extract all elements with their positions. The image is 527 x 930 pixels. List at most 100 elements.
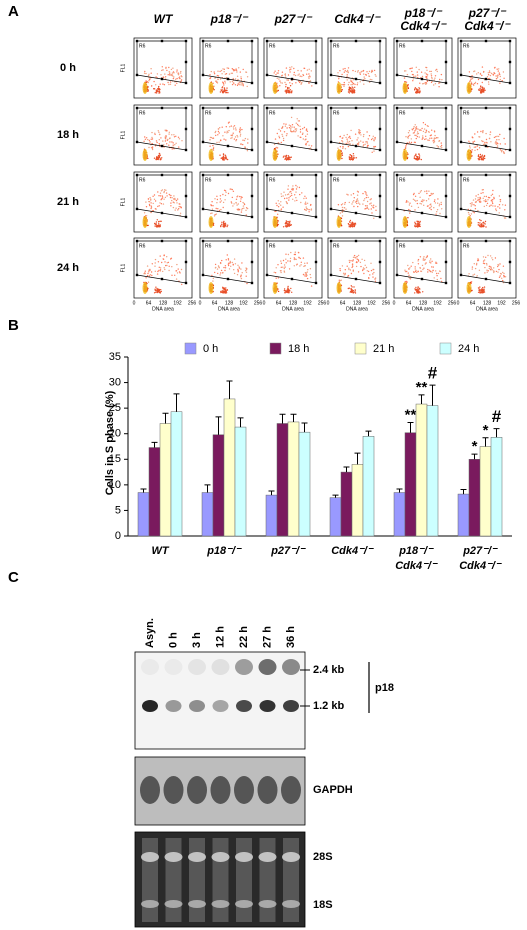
event-dot bbox=[239, 131, 241, 134]
legend-label: 24 h bbox=[458, 343, 479, 355]
event-dot bbox=[224, 82, 226, 84]
event-dot bbox=[147, 281, 150, 283]
event-dot bbox=[496, 75, 499, 77]
x-tick-label: p27⁻/⁻ bbox=[462, 545, 498, 557]
event-dot bbox=[341, 206, 344, 209]
event-dot bbox=[479, 158, 481, 161]
gate-handle bbox=[420, 277, 424, 281]
event-dot bbox=[293, 126, 295, 128]
event-dot bbox=[289, 71, 291, 73]
lane-label: 22 h bbox=[238, 626, 250, 648]
event-dot bbox=[302, 128, 304, 130]
event-dot bbox=[285, 155, 288, 157]
gate-handle bbox=[201, 39, 205, 43]
x-tick-label: 192 bbox=[497, 300, 506, 306]
event-dot bbox=[430, 73, 432, 75]
event-dot bbox=[351, 221, 354, 223]
gate-handle bbox=[201, 73, 205, 77]
significance-marker: ** bbox=[405, 406, 417, 423]
gate-handle bbox=[508, 173, 512, 177]
event-dot bbox=[284, 81, 286, 84]
event-dot bbox=[233, 70, 235, 72]
event-dot bbox=[429, 70, 431, 73]
event-dot bbox=[422, 137, 424, 139]
event-dot bbox=[417, 206, 420, 209]
event-dot bbox=[407, 135, 410, 137]
event-dot bbox=[356, 258, 358, 260]
event-dot bbox=[410, 205, 413, 207]
event-dot bbox=[488, 137, 491, 140]
event-dot bbox=[219, 198, 222, 200]
event-dot bbox=[305, 272, 307, 274]
event-dot bbox=[484, 272, 486, 274]
gate-handle bbox=[329, 106, 333, 110]
event-dot bbox=[223, 159, 225, 161]
event-dot bbox=[489, 131, 492, 133]
event-dot bbox=[225, 139, 227, 141]
event-dot bbox=[161, 197, 163, 200]
event-dot bbox=[436, 275, 438, 277]
event-dot bbox=[282, 259, 285, 262]
gate-handle bbox=[444, 127, 448, 131]
event-dot bbox=[157, 261, 160, 263]
event-dot bbox=[490, 200, 492, 202]
band bbox=[283, 700, 299, 712]
event-dot bbox=[346, 75, 348, 78]
event-dot bbox=[484, 141, 486, 144]
event-dot bbox=[281, 133, 283, 136]
lane-label: Asyn. bbox=[144, 618, 156, 648]
event-dot bbox=[171, 74, 173, 77]
event-dot bbox=[222, 81, 224, 83]
event-dot bbox=[180, 268, 183, 271]
event-dot bbox=[169, 74, 171, 76]
event-dot bbox=[174, 274, 176, 276]
event-dot bbox=[216, 268, 219, 270]
event-dot bbox=[483, 205, 485, 208]
event-dot bbox=[240, 77, 242, 80]
event-dot bbox=[429, 260, 431, 262]
event-dot bbox=[217, 75, 220, 77]
event-dot bbox=[440, 144, 443, 147]
gate-handle bbox=[184, 173, 188, 177]
event-dot bbox=[286, 91, 289, 93]
gate-handle bbox=[265, 173, 269, 177]
event-dot bbox=[158, 269, 160, 272]
event-dot bbox=[351, 203, 353, 205]
event-dot bbox=[180, 70, 182, 73]
event-dot bbox=[424, 72, 426, 74]
gate-label: R6 bbox=[463, 177, 470, 183]
event-dot bbox=[347, 287, 349, 290]
gate-handle bbox=[378, 173, 382, 177]
event-dot bbox=[482, 131, 484, 134]
event-dot bbox=[349, 135, 351, 138]
event-dot bbox=[295, 188, 298, 190]
event-dot bbox=[474, 208, 477, 210]
x-tick-label: 0 bbox=[199, 300, 202, 306]
event-dot bbox=[164, 76, 167, 78]
event-dot bbox=[168, 83, 170, 86]
gate-handle bbox=[160, 277, 164, 281]
gate-label: R6 bbox=[269, 177, 276, 183]
x-tick-label: p18⁻/⁻ bbox=[206, 545, 242, 557]
event-dot bbox=[350, 194, 352, 196]
event-dot bbox=[485, 195, 487, 198]
gate-handle bbox=[184, 39, 188, 43]
bar bbox=[212, 434, 225, 537]
event-dot bbox=[152, 195, 154, 197]
y-tick-label: 10 bbox=[109, 479, 121, 491]
gate-handle bbox=[184, 281, 188, 285]
event-dot bbox=[476, 73, 478, 75]
event-dot bbox=[148, 146, 150, 149]
event-dot bbox=[497, 271, 499, 273]
event-dot bbox=[360, 71, 362, 73]
event-dot bbox=[290, 127, 292, 129]
event-dot bbox=[296, 123, 299, 126]
event-dot bbox=[347, 67, 350, 69]
event-dot bbox=[244, 147, 246, 149]
event-dot bbox=[175, 78, 177, 81]
event-dot bbox=[289, 66, 291, 69]
gate-handle bbox=[508, 60, 512, 64]
event-dot bbox=[212, 82, 214, 85]
event-dot bbox=[153, 194, 156, 196]
event-dot bbox=[285, 67, 288, 69]
